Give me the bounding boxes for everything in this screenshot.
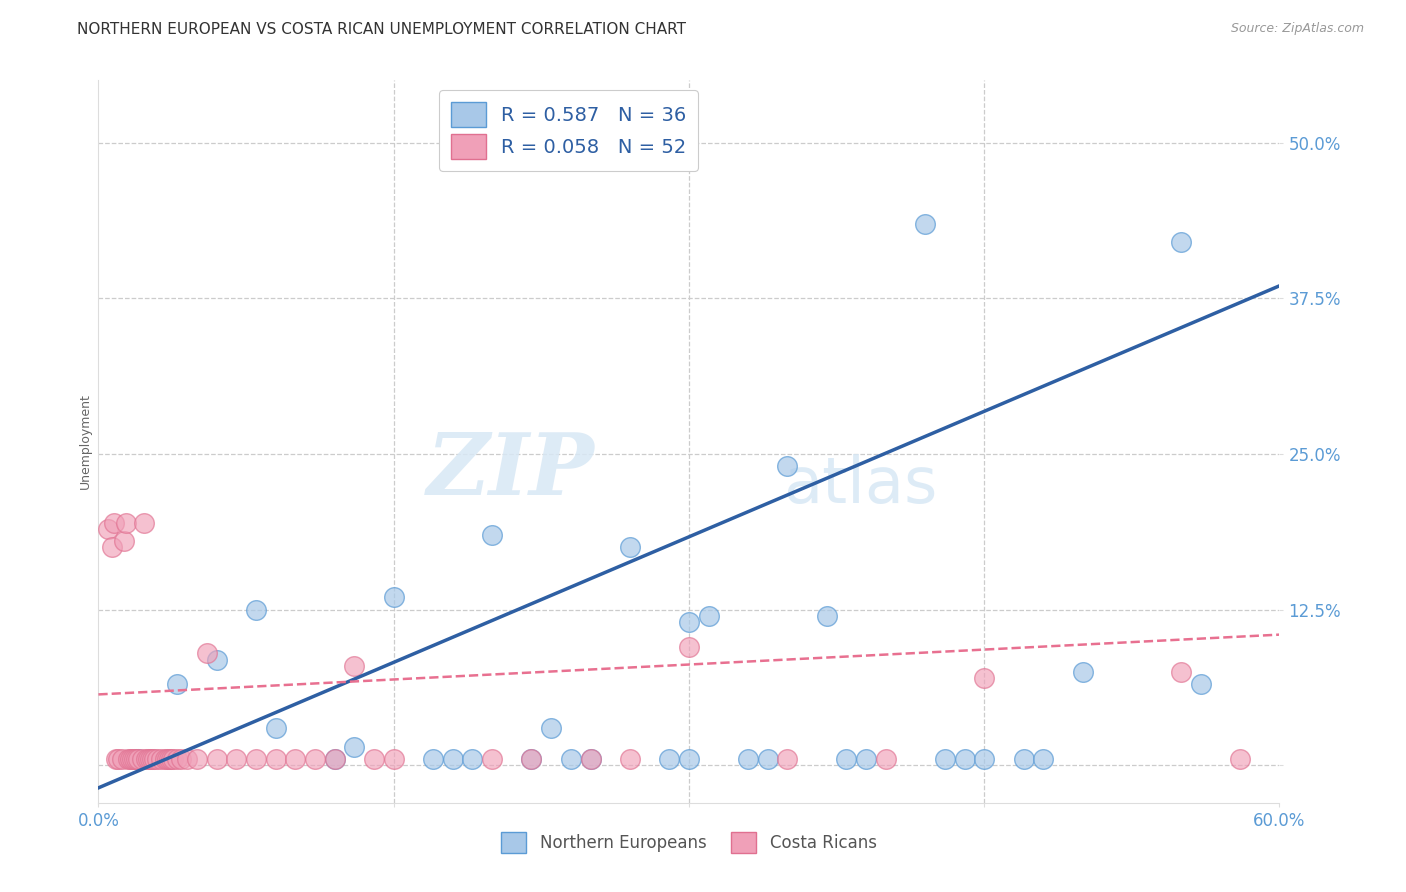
Point [855,752,877,766]
Point [973,752,995,766]
Point [121,752,143,766]
Point [776,459,799,474]
Point [136,752,159,766]
Point [658,752,681,766]
Point [156,752,179,766]
Point [264,721,287,735]
Point [245,752,267,766]
Point [117,752,139,766]
Point [135,752,157,766]
Point [111,752,134,766]
Text: atlas: atlas [783,454,938,516]
Point [619,541,641,555]
Point [157,752,180,766]
Point [1012,752,1035,766]
Point [382,591,405,605]
Point [166,752,188,766]
Text: ZIP: ZIP [426,429,595,512]
Point [138,752,160,766]
Point [363,752,385,766]
Point [560,752,582,766]
Point [176,752,198,766]
Point [97,522,120,536]
Point [678,752,700,766]
Point [343,658,366,673]
Point [934,752,956,766]
Point [284,752,307,766]
Point [205,652,228,666]
Point [697,609,720,624]
Point [186,752,208,766]
Point [162,752,184,766]
Point [461,752,484,766]
Point [776,752,799,766]
Point [1229,752,1251,766]
Point [1189,677,1212,691]
Point [540,721,562,735]
Point [127,752,149,766]
Point [835,752,858,766]
Point [170,752,193,766]
Point [118,752,141,766]
Point [107,752,129,766]
Point [150,752,173,766]
Point [103,516,125,530]
Point [520,752,543,766]
Point [112,534,135,549]
Point [323,752,346,766]
Point [142,752,165,766]
Point [815,609,838,624]
Point [146,752,169,766]
Point [225,752,247,766]
Point [422,752,444,766]
Point [166,677,188,691]
Point [127,752,149,766]
Point [125,752,148,766]
Point [101,541,124,555]
Point [579,752,602,766]
Point [875,752,897,766]
Point [678,640,700,654]
Point [737,752,759,766]
Point [245,603,267,617]
Point [304,752,326,766]
Point [205,752,228,766]
Legend: Northern Europeans, Costa Ricans: Northern Europeans, Costa Ricans [495,826,883,860]
Point [122,752,145,766]
Point [195,646,218,660]
Point [678,615,700,630]
Point [481,752,503,766]
Y-axis label: Unemployment: Unemployment [79,393,91,490]
Point [1170,665,1192,679]
Point [343,739,366,754]
Point [155,752,177,766]
Point [756,752,779,766]
Point [953,752,976,766]
Point [481,528,503,542]
Point [141,752,163,766]
Point [619,752,641,766]
Text: Source: ZipAtlas.com: Source: ZipAtlas.com [1230,22,1364,36]
Point [105,752,128,766]
Point [914,217,936,231]
Point [323,752,346,766]
Point [520,752,543,766]
Point [160,752,183,766]
Point [441,752,464,766]
Point [382,752,405,766]
Text: NORTHERN EUROPEAN VS COSTA RICAN UNEMPLOYMENT CORRELATION CHART: NORTHERN EUROPEAN VS COSTA RICAN UNEMPLO… [77,22,686,37]
Point [973,671,995,685]
Point [131,752,153,766]
Point [579,752,602,766]
Point [1071,665,1094,679]
Point [115,516,138,530]
Point [1032,752,1054,766]
Point [1170,235,1192,250]
Point [132,516,155,530]
Point [264,752,287,766]
